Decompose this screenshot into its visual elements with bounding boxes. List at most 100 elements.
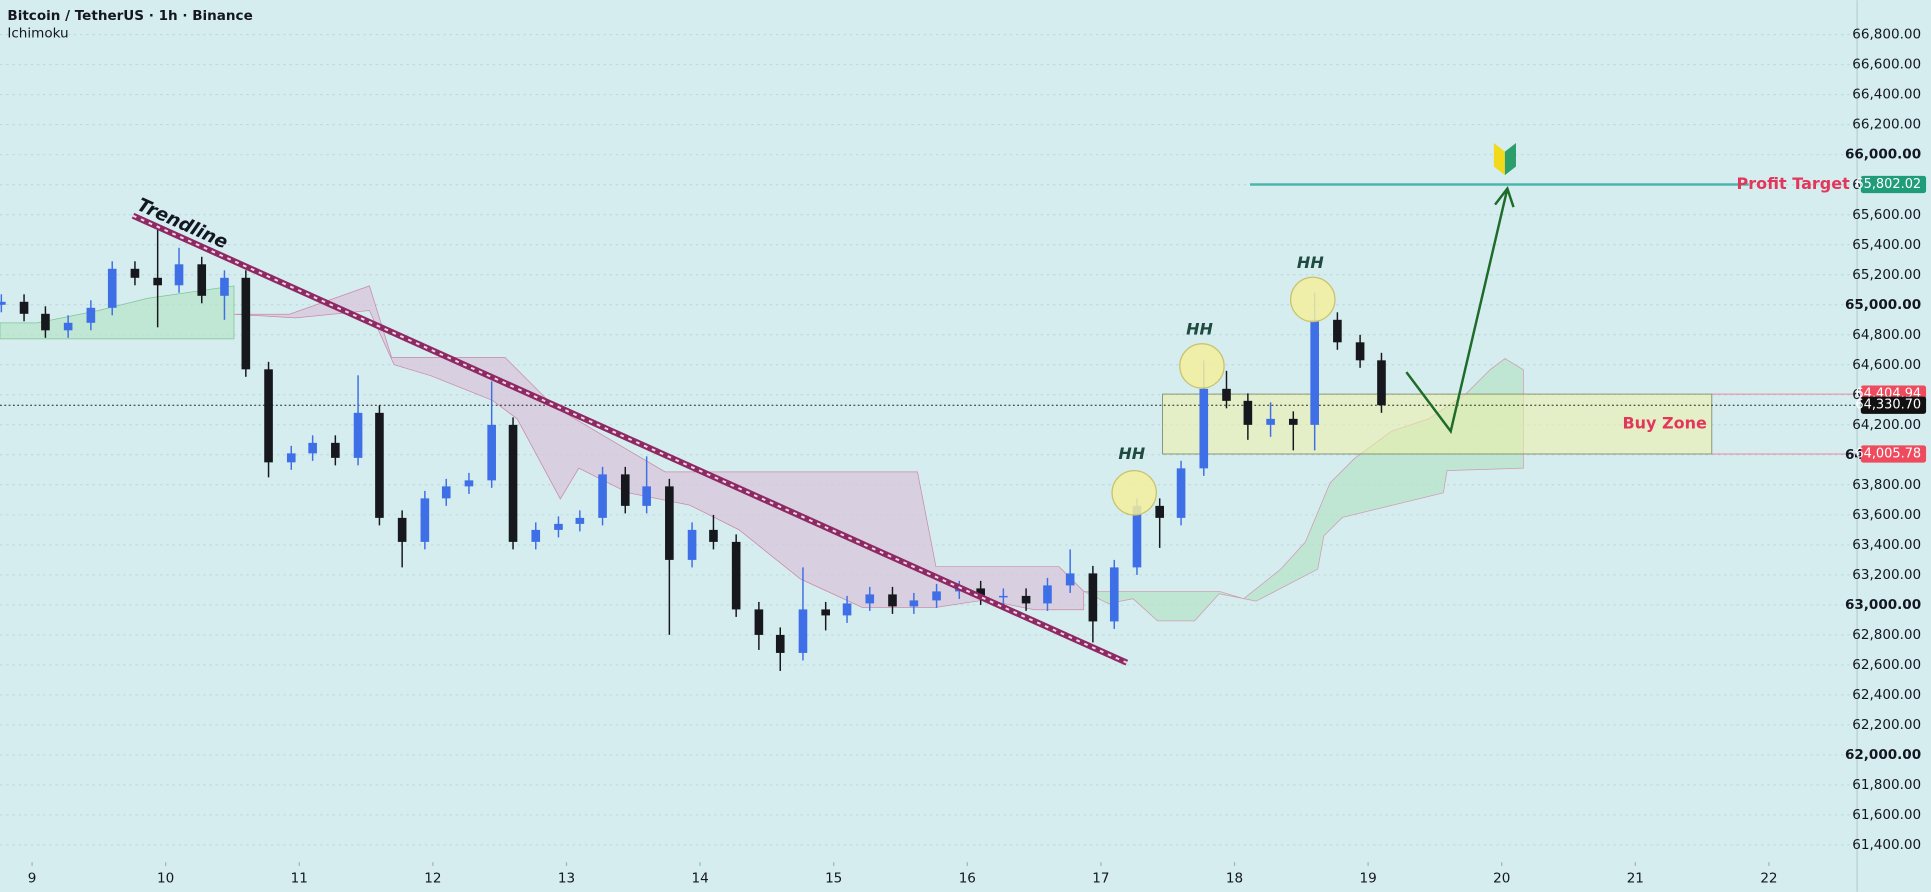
x-tick-label: 16	[959, 870, 976, 886]
candle-body	[976, 588, 985, 598]
y-tick-label: 63,800.00	[1852, 477, 1921, 493]
candle-body	[665, 486, 674, 560]
buy-zone	[1162, 393, 1713, 455]
candle-body	[174, 264, 184, 286]
candle-body	[865, 594, 875, 604]
candle-body	[842, 603, 852, 616]
candle-body	[464, 480, 474, 487]
candle-body	[197, 264, 207, 296]
arrow-head	[1494, 186, 1515, 208]
candle-body	[331, 442, 340, 458]
y-tick-label: 66,200.00	[1852, 117, 1921, 133]
y-tick-label: 62,000.00	[1845, 747, 1921, 763]
candle-body	[1043, 585, 1052, 604]
candle-body	[1065, 573, 1075, 586]
y-tick-label: 63,600.00	[1852, 507, 1921, 523]
candle-body	[888, 594, 897, 607]
y-tick-label: 65,200.00	[1852, 267, 1921, 283]
price-tag	[1860, 396, 1927, 414]
candle-body	[41, 313, 50, 331]
x-tick-label: 18	[1226, 870, 1243, 886]
y-tick-label: 65,600.00	[1852, 207, 1921, 223]
candle-body	[487, 424, 496, 481]
price-tag	[1860, 445, 1927, 463]
candle-body	[1132, 505, 1142, 568]
candle-body	[153, 277, 162, 286]
candle-body	[286, 453, 296, 463]
candle-body	[642, 486, 651, 506]
candle-body	[999, 595, 1008, 598]
candle-body	[1088, 573, 1098, 622]
hh-label: HH	[1118, 444, 1145, 463]
candle-body	[353, 412, 363, 458]
y-tick-label: 64,200.00	[1852, 417, 1921, 433]
candle-body	[709, 529, 718, 542]
candle-body	[575, 517, 585, 524]
price-tag	[1860, 175, 1927, 194]
x-tick-label: 15	[825, 870, 842, 886]
buy-zone-label: Buy Zone	[1622, 414, 1707, 433]
price-tag-label: 65,802.02	[1855, 177, 1921, 192]
x-tick-label: 22	[1760, 870, 1777, 886]
y-tick-label: 61,400.00	[1852, 837, 1921, 853]
candle-body	[798, 609, 808, 653]
x-tick-label: 20	[1493, 870, 1510, 886]
hh-circle	[1290, 276, 1336, 323]
y-tick-label: 62,200.00	[1852, 717, 1921, 733]
projection-arrow	[1405, 188, 1509, 435]
candle-body	[420, 498, 430, 542]
x-tick-label: 13	[558, 870, 575, 886]
candle-body	[731, 541, 741, 610]
candle-body	[687, 529, 697, 560]
hh-circle	[1179, 343, 1225, 389]
x-tick-label: 21	[1627, 870, 1644, 886]
candle-body	[531, 529, 541, 542]
candle-body	[1155, 505, 1165, 518]
candle-body	[264, 369, 273, 463]
profit-target-label: Profit Target	[1737, 174, 1851, 193]
symbol-title: Bitcoin / TetherUS · 1h · Binance	[7, 8, 252, 24]
candle-body	[19, 301, 29, 314]
x-tick-label: 9	[28, 870, 37, 886]
x-tick-label: 11	[291, 870, 308, 886]
y-tick-label: 61,600.00	[1852, 807, 1921, 823]
x-tick-label: 12	[424, 870, 441, 886]
candle-body	[1243, 400, 1253, 425]
x-tick-label: 14	[691, 870, 708, 886]
candle-body	[1109, 567, 1119, 622]
y-tick-label: 66,000.00	[1845, 147, 1921, 163]
candle-body	[821, 609, 830, 616]
candle-body	[308, 442, 317, 454]
candle-body	[1176, 468, 1186, 518]
candle-body	[0, 301, 6, 305]
candle-body	[107, 268, 117, 308]
price-tag-label: 64,005.78	[1855, 446, 1921, 461]
candle-body	[130, 268, 140, 278]
axes: 61,400.00 61,600.00 61,800.00 62,000.00 62,2…	[28, 27, 1927, 886]
candle-body	[241, 277, 251, 370]
y-tick-label: 64,600.00	[1852, 357, 1921, 373]
candle-body	[220, 277, 229, 296]
candle-body	[1377, 360, 1386, 406]
candle-body	[1333, 319, 1342, 343]
candles	[0, 228, 1386, 671]
candle-body	[508, 424, 518, 542]
hh-label: HH	[1297, 253, 1324, 272]
candle-body	[775, 634, 785, 653]
hh-circle	[1111, 470, 1157, 516]
candle-body	[1021, 595, 1031, 604]
candle-body	[620, 474, 630, 506]
candle-body	[375, 412, 384, 518]
candle-body	[909, 600, 919, 607]
candle-body	[63, 322, 73, 331]
y-tick-label: 66,800.00	[1852, 27, 1921, 43]
candle-body	[1288, 418, 1298, 425]
candle-body	[1266, 418, 1275, 425]
candle-body	[86, 307, 96, 323]
y-tick-label: 66,400.00	[1852, 87, 1921, 103]
candle-body	[932, 591, 941, 601]
target-icon	[1504, 143, 1516, 176]
y-tick-label: 64,800.00	[1852, 327, 1921, 343]
